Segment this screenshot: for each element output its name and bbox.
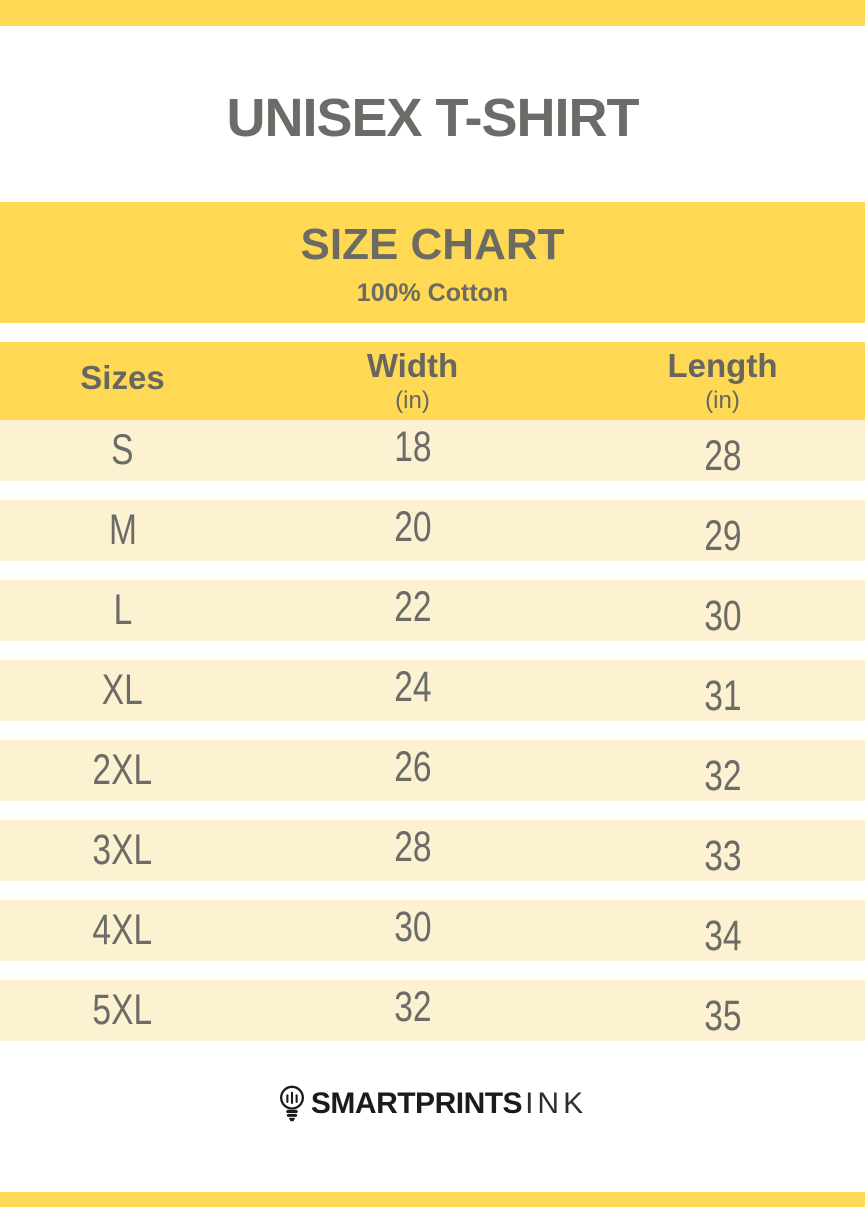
- table-row: 3XL 28 33: [0, 820, 865, 881]
- size-chart-banner: SIZE CHART 100% Cotton: [0, 202, 865, 323]
- size-cell: XL: [101, 666, 144, 714]
- top-accent-bar: [0, 0, 865, 26]
- length-cell: 32: [703, 752, 742, 800]
- width-cell: 30: [393, 903, 432, 951]
- sizes-label: Sizes: [80, 359, 165, 396]
- column-header-length: Length (in): [580, 342, 865, 420]
- length-cell: 35: [703, 992, 742, 1040]
- width-cell: 26: [393, 743, 432, 791]
- width-cell: 20: [393, 503, 432, 551]
- length-cell: 31: [703, 672, 742, 720]
- width-cell: 24: [393, 663, 432, 711]
- size-cell: M: [108, 506, 137, 554]
- length-cell: 28: [703, 432, 742, 480]
- column-header-width: Width (in): [245, 342, 580, 420]
- size-cell: 2XL: [92, 746, 153, 794]
- table-row: XL 24 31: [0, 660, 865, 721]
- material-subheading: 100% Cotton: [356, 279, 509, 307]
- size-cell: L: [113, 586, 132, 634]
- width-label: Width: [366, 347, 459, 384]
- size-cell: S: [111, 426, 134, 474]
- length-unit-label: (in): [705, 387, 740, 414]
- length-cell: 30: [703, 592, 742, 640]
- table-header-row: Sizes Width (in) Length (in): [0, 342, 865, 420]
- bottom-accent-bar: [0, 1192, 865, 1207]
- length-label: Length: [667, 347, 778, 384]
- width-cell: 22: [393, 583, 432, 631]
- width-cell: 28: [393, 823, 432, 871]
- size-chart-heading: SIZE CHART: [300, 220, 565, 269]
- table-row: 4XL 30 34: [0, 900, 865, 961]
- brand-footer: SMARTPRINTS INK: [0, 1083, 865, 1125]
- width-unit-label: (in): [395, 387, 430, 414]
- table-row: M 20 29: [0, 500, 865, 561]
- size-cell: 3XL: [92, 826, 153, 874]
- size-cell: 4XL: [92, 906, 153, 954]
- size-cell: 5XL: [92, 986, 153, 1034]
- table-row: S 18 28: [0, 420, 865, 481]
- size-table-body: S 18 28 M 20 29 L 22 30 XL 24 31 2XL 26 …: [0, 420, 865, 1041]
- table-row: 5XL 32 35: [0, 980, 865, 1041]
- length-cell: 33: [703, 832, 742, 880]
- brand-name-primary: SMARTPRINTS: [310, 1087, 523, 1120]
- width-cell: 32: [393, 983, 432, 1031]
- table-row: 2XL 26 32: [0, 740, 865, 801]
- page-title: UNISEX T-SHIRT: [226, 88, 639, 148]
- column-header-sizes: Sizes: [0, 339, 245, 417]
- brand-name-secondary: INK: [525, 1087, 588, 1120]
- table-row: L 22 30: [0, 580, 865, 641]
- length-cell: 29: [703, 512, 742, 560]
- width-cell: 18: [393, 423, 432, 471]
- length-cell: 34: [703, 912, 742, 960]
- lightbulb-icon: [279, 1085, 304, 1122]
